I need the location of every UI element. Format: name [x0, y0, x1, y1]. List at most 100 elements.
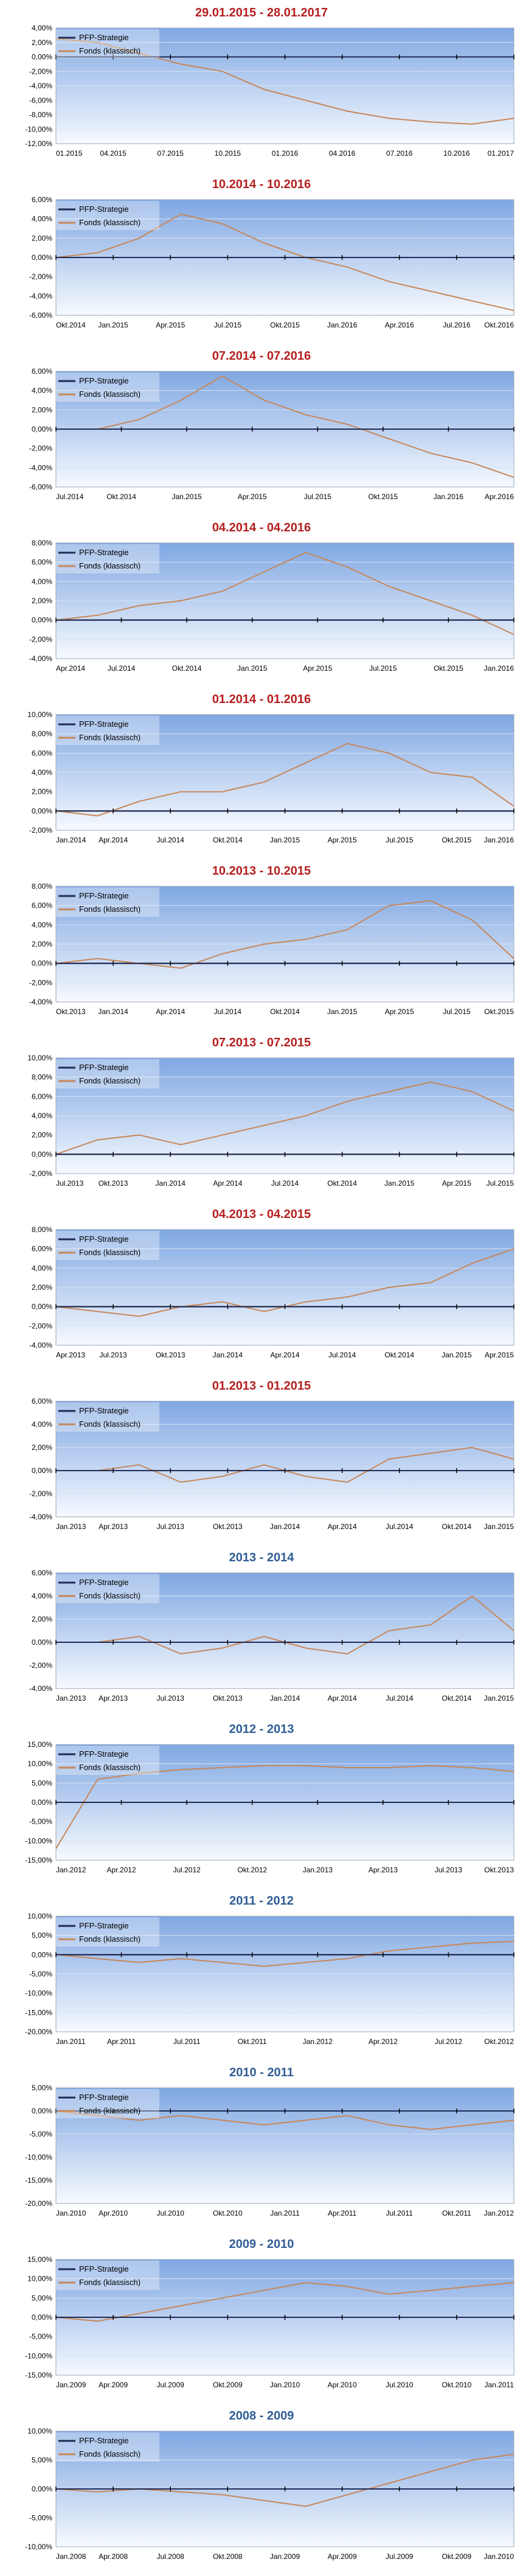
legend-label: Fonds (klassisch)	[79, 1248, 140, 1257]
y-tick-label: -10,00%	[25, 125, 52, 133]
legend-label: Fonds (klassisch)	[79, 733, 140, 742]
x-tick-label: Jan.2015	[98, 321, 128, 329]
y-tick-label: 0,00%	[32, 959, 52, 968]
chart-panel: 2010 - 2011 5,00% 0,00% -5,00% -10,00% -15,00…	[0, 2060, 523, 2231]
legend-box	[56, 373, 159, 402]
legend-label: Fonds (klassisch)	[79, 1591, 140, 1600]
x-tick-label: Apr.2013	[369, 1866, 398, 1874]
x-tick-label: Jan.2014	[56, 836, 86, 844]
x-tick-label: Okt.2014	[384, 1351, 414, 1359]
y-tick-label: 2,00%	[32, 1283, 52, 1292]
y-tick-label: 6,00%	[32, 1092, 52, 1101]
legend-label: Fonds (klassisch)	[79, 905, 140, 914]
y-tick-label: 0,00%	[32, 1150, 52, 1158]
y-tick-label: 4,00%	[32, 1592, 52, 1600]
series-line-fonds-klassisch	[55, 2110, 514, 2130]
y-tick-label: 0,00%	[32, 2107, 52, 2115]
x-tick-label: Jul.2016	[443, 321, 471, 329]
x-tick-label: Apr.2015	[303, 664, 332, 673]
legend-label: Fonds (klassisch)	[79, 1934, 140, 1944]
y-tick-label: -2,00%	[29, 444, 52, 453]
y-tick-label: 4,00%	[32, 768, 52, 777]
y-tick-label: -6,00%	[29, 311, 52, 320]
x-tick-label: Jul.2014	[386, 1694, 414, 1703]
x-tick-label: Jan.2010	[56, 2209, 86, 2217]
chart-title: 10.2014 - 10.2016	[212, 178, 311, 191]
y-tick-label: 0,00%	[32, 253, 52, 262]
y-tick-label: -12,00%	[25, 139, 52, 148]
x-tick-label: 04.2015	[100, 149, 126, 158]
series-line-fonds-klassisch	[55, 900, 514, 969]
y-tick-label: 4,00%	[32, 24, 52, 32]
legend-box	[56, 1402, 159, 1432]
series-line-fonds-klassisch	[55, 1081, 514, 1155]
y-tick-label: 5,00%	[32, 1931, 52, 1940]
y-tick-label: 0,00%	[32, 807, 52, 815]
x-tick-label: Jul.2013	[157, 1522, 185, 1531]
legend-box	[56, 2089, 159, 2118]
x-tick-label: Jul.2010	[157, 2209, 185, 2217]
chart-panel: 10.2014 - 10.2016 6,00% 4,00% 2,00% 0,00% -2,…	[0, 172, 523, 343]
legend-label: PFP-Strategie	[79, 548, 129, 557]
y-tick-label: 2,00%	[32, 1131, 52, 1139]
chart-svg: 10,00% 5,00% 0,00% -5,00% -10,00% -15,00% -20,…	[25, 1913, 514, 2046]
x-tick-label: Okt.2009	[442, 2552, 472, 2561]
chart-svg: 15,00% 10,00% 5,00% 0,00% -5,00% -10,00% -15,0…	[25, 2256, 514, 2389]
y-tick-label: 0,00%	[32, 1303, 52, 1311]
x-tick-label: 01.2016	[272, 149, 299, 158]
y-tick-label: 4,00%	[32, 215, 52, 223]
x-tick-label: Apr.2015	[442, 1179, 471, 1188]
x-tick-label: Jul.2013	[99, 1351, 127, 1359]
x-tick-label: Jan.2009	[270, 2552, 300, 2561]
y-tick-label: -2,00%	[29, 635, 52, 643]
x-tick-label: Jan.2010	[270, 2381, 300, 2389]
x-tick-label: 10.2015	[215, 149, 241, 158]
x-tick-label: Jul.2013	[435, 1866, 463, 1874]
x-tick-label: Apr.2014	[56, 664, 85, 673]
chart-panel: 07.2013 - 07.2015 10,00% 8,00% 6,00% 4,00% 2,…	[0, 1030, 523, 1202]
y-tick-label: -4,00%	[29, 654, 52, 663]
x-tick-label: Jul.2008	[157, 2552, 185, 2561]
legend: PFP-Strategie Fonds (klassisch)	[56, 544, 159, 573]
legend: PFP-Strategie Fonds (klassisch)	[56, 2432, 159, 2462]
x-tick-label: Apr.2012	[369, 2037, 398, 2046]
y-tick-label: 6,00%	[32, 558, 52, 567]
y-tick-label: -10,00%	[25, 2351, 52, 2360]
x-tick-label: Okt.2014	[270, 1007, 300, 1016]
x-tick-label: Okt.2013	[213, 1694, 243, 1703]
chart-title: 10.2013 - 10.2015	[212, 864, 311, 878]
y-tick-label: 0,00%	[32, 1466, 52, 1475]
legend-label: Fonds (klassisch)	[79, 561, 140, 570]
chart-title: 01.2013 - 01.2015	[212, 1379, 311, 1393]
x-tick-label: Jul.2010	[386, 2381, 414, 2389]
x-tick-label: Jan.2010	[484, 2552, 514, 2561]
x-tick-label: Okt.2016	[484, 321, 514, 329]
y-tick-label: -4,00%	[29, 292, 52, 300]
x-tick-label: Jan.2015	[327, 1007, 358, 1016]
y-tick-label: 4,00%	[32, 1420, 52, 1429]
plot-area	[55, 1401, 514, 1517]
y-tick-label: 6,00%	[32, 749, 52, 757]
chart-title: 2013 - 2014	[229, 1551, 294, 1564]
y-tick-label: 8,00%	[32, 539, 52, 547]
x-tick-label: Jul.2014	[214, 1007, 242, 1016]
legend-label: PFP-Strategie	[79, 1921, 129, 1930]
chart-title: 2009 - 2010	[229, 2238, 294, 2251]
legend-label: PFP-Strategie	[79, 1578, 129, 1587]
y-tick-label: -4,00%	[29, 1684, 52, 1693]
series-line-fonds-klassisch	[55, 743, 514, 817]
x-tick-label: Apr.2008	[99, 2552, 128, 2561]
legend: PFP-Strategie Fonds (klassisch)	[56, 887, 159, 917]
chart-svg: 8,00% 6,00% 4,00% 2,00% 0,00% -2,00% -4,00% Apr…	[29, 1226, 514, 1359]
chart-svg: 6,00% 4,00% 2,00% 0,00% -2,00% -4,00% -6,00% Ju…	[29, 368, 514, 501]
chart-title: 2010 - 2011	[229, 2066, 294, 2079]
x-tick-label: Apr.2011	[107, 2037, 136, 2046]
x-tick-label: Jul.2014	[386, 1522, 414, 1531]
legend-label: Fonds (klassisch)	[79, 390, 140, 399]
x-tick-label: 04.2016	[329, 149, 356, 158]
x-tick-label: Apr.2010	[328, 2381, 357, 2389]
y-tick-label: -5,00%	[29, 2514, 52, 2522]
legend: PFP-Strategie Fonds (klassisch)	[56, 1746, 159, 1775]
y-tick-label: 8,00%	[32, 1073, 52, 1082]
legend: PFP-Strategie Fonds (klassisch)	[56, 1402, 159, 1432]
